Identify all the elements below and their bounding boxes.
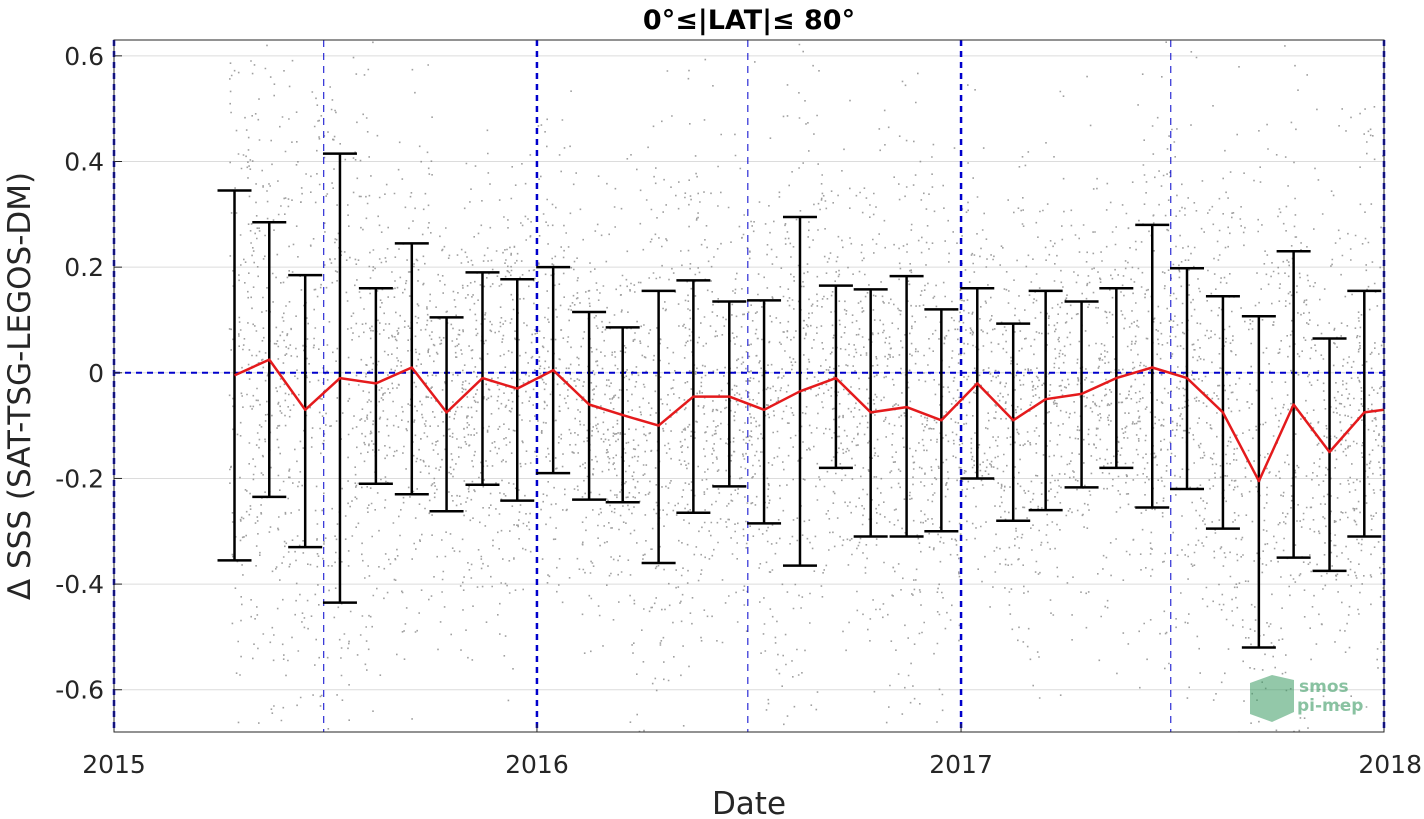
x-tick-label: 2017 [929, 750, 993, 779]
x-tick-label: 2015 [82, 750, 146, 779]
y-tick-label: -0.6 [55, 676, 104, 705]
logo-line2: pi-mep [1297, 696, 1363, 716]
mean-line [233, 358, 1384, 483]
y-tick-label: -0.2 [55, 464, 104, 493]
smos-pimep-logo: smos pi-mep [1250, 675, 1363, 722]
x-axis-label: Date [712, 786, 786, 819]
y-axis-label: Δ SSS (SAT-TSG-LEGOS-DM) [2, 172, 38, 600]
chart-title: 0°≤|LAT|≤ 80° [643, 5, 855, 36]
error-bar [747, 299, 782, 525]
y-tick-labels: 0.6 0.4 0.2 0 -0.2 -0.4 -0.6 [55, 42, 122, 705]
plot-background [114, 40, 1384, 732]
error-bar [712, 300, 747, 488]
x-tick-label: 2016 [505, 750, 569, 779]
error-bar [500, 278, 535, 502]
logo-shield-icon [1250, 675, 1294, 722]
y-tick-label: 0.6 [64, 42, 104, 71]
error-bar [1135, 223, 1170, 509]
error-bar [818, 284, 853, 470]
y-tick-label: 0.2 [64, 253, 104, 282]
y-tick-label: 0.4 [64, 147, 104, 176]
error-bar [641, 289, 676, 565]
y-tick-label: -0.4 [55, 570, 104, 599]
error-bar [217, 189, 252, 562]
error-bar [429, 316, 464, 513]
error-bar [572, 310, 607, 501]
plot-frame [113, 39, 1385, 733]
error-bar [288, 273, 323, 549]
x-tick-labels: 2015 2016 2017 2018 [82, 724, 1422, 779]
mean-line-group [233, 358, 1384, 483]
error-bar [358, 287, 393, 485]
y-tick-label: 0 [88, 359, 104, 388]
x-tick-label: 2018 [1358, 750, 1422, 779]
error-bar [1312, 337, 1347, 573]
error-bar [996, 322, 1031, 522]
logo-line1: smos [1299, 677, 1349, 697]
